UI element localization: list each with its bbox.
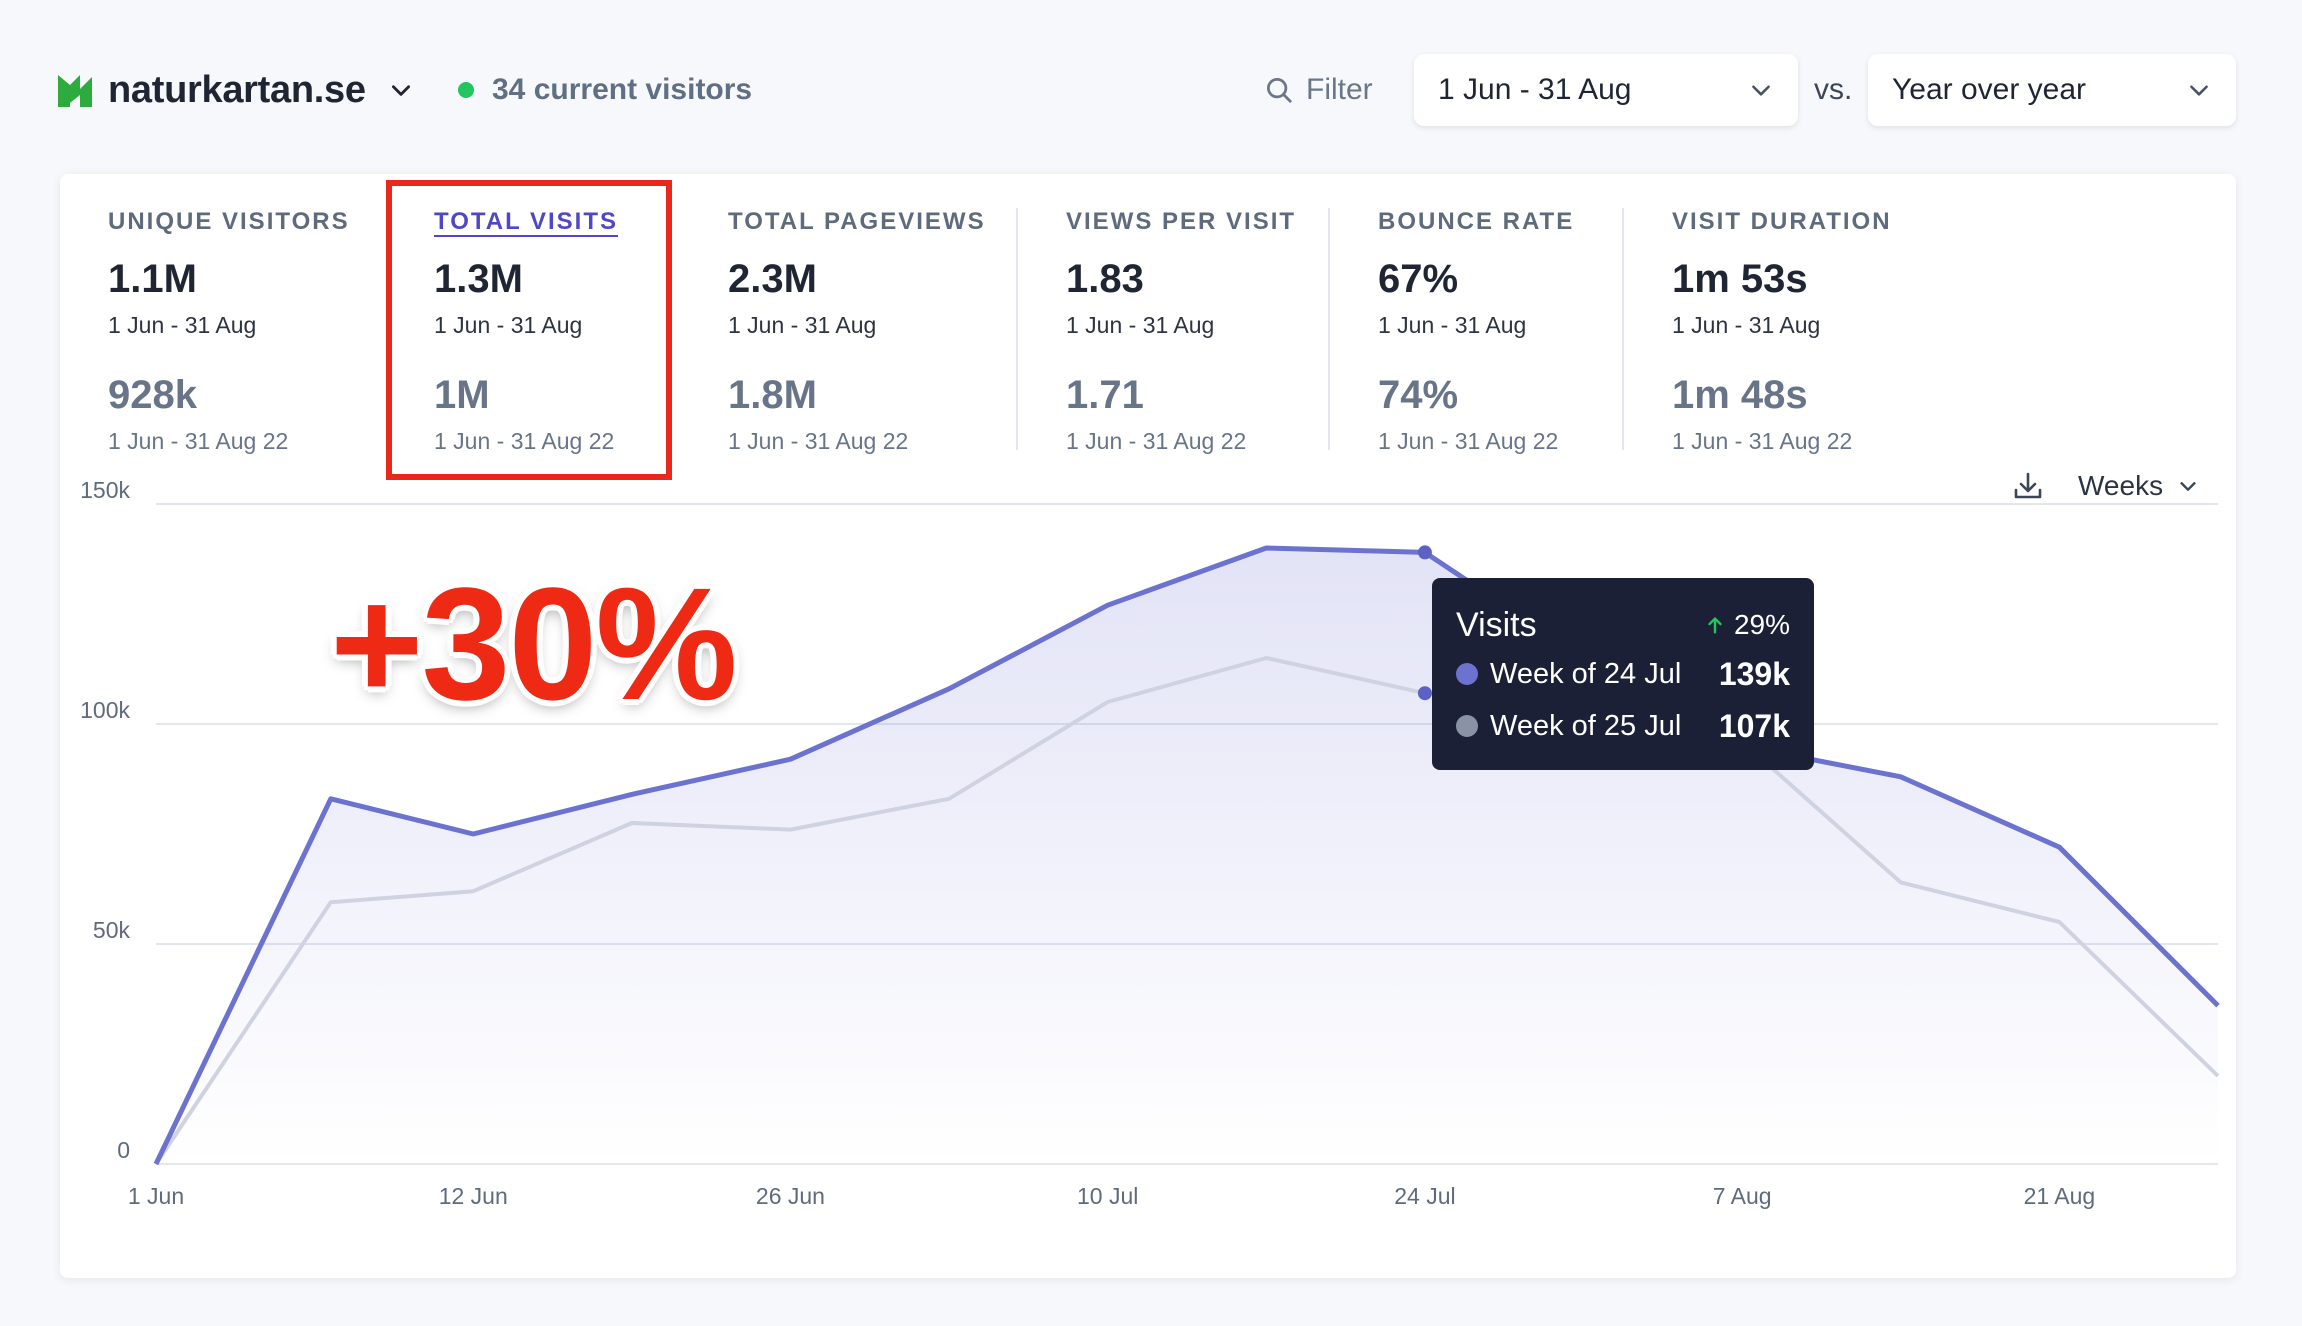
- x-tick-label: 10 Jul: [1077, 1183, 1138, 1209]
- chart-tooltip: Visits 29% Week of 24 Jul 139k Week of 2…: [1432, 578, 1814, 770]
- metric-bounce-rate[interactable]: BOUNCE RATE 67% 1 Jun - 31 Aug 74% 1 Jun…: [1378, 206, 1574, 456]
- search-icon: [1267, 78, 1292, 103]
- metric-compare-value: 928k: [108, 373, 197, 417]
- metric-period: 1 Jun - 31 Aug: [728, 312, 877, 338]
- y-tick-label: 150k: [80, 477, 130, 503]
- x-tick-label: 26 Jun: [756, 1183, 825, 1209]
- metric-value: 1m 53s: [1672, 257, 1808, 301]
- metric-value: 67%: [1378, 257, 1459, 301]
- chevron-down-icon: [2180, 482, 2196, 491]
- metric-label: BOUNCE RATE: [1378, 208, 1575, 235]
- metric-value: 1.3M: [434, 257, 523, 301]
- metric-total-pageviews[interactable]: TOTAL PAGEVIEWS 2.3M 1 Jun - 31 Aug 1.8M…: [728, 206, 986, 456]
- x-tick-label: 21 Aug: [2024, 1183, 2096, 1209]
- filter-button[interactable]: Filter: [1264, 64, 1373, 116]
- tooltip-row-label: Week of 24 Jul: [1490, 657, 1682, 690]
- metric-label: VIEWS PER VISIT: [1066, 208, 1297, 235]
- series-area: [156, 548, 2218, 1164]
- highlight-box: [386, 180, 672, 480]
- metric-label: VISIT DURATION: [1672, 208, 1892, 235]
- current-visitors-label: 34 current visitors: [492, 73, 753, 106]
- metric-value: 1.1M: [108, 257, 197, 301]
- filter-label: Filter: [1306, 73, 1373, 106]
- series-line-previous: [154, 656, 2220, 1166]
- x-tick-label: 7 Aug: [1713, 1183, 1772, 1209]
- metric-value: 2.3M: [728, 257, 817, 301]
- current-period-swatch: [1456, 663, 1478, 685]
- interval-select[interactable]: Weeks: [2012, 462, 2199, 510]
- site-name: naturkartan.se: [108, 68, 366, 111]
- series-line-current: [153, 545, 2220, 1166]
- divider: [1016, 208, 1018, 450]
- comparison-value: Year over year: [1892, 73, 2087, 106]
- metric-period: 1 Jun - 31 Aug: [434, 312, 583, 338]
- divider: [1622, 208, 1624, 450]
- metric-compare-value: 1m 48s: [1672, 373, 1808, 417]
- tooltip-row-value: 139k: [1718, 655, 1790, 692]
- y-tick-label: 0: [117, 1137, 130, 1163]
- visits-chart[interactable]: 0 50k 100k 150k 1 Jun 12 Jun 26 Jun 10 Jul 24 Ju…: [60, 474, 2236, 1274]
- chevron-down-icon: [1752, 85, 1770, 96]
- metric-label: TOTAL PAGEVIEWS: [728, 208, 986, 235]
- metric-period: 1 Jun - 31 Aug: [1066, 312, 1215, 338]
- growth-annotation: +30%: [330, 554, 738, 733]
- current-visitors[interactable]: 34 current visitors: [458, 68, 752, 112]
- arrow-up-icon: [1708, 617, 1722, 634]
- tooltip-row-previous: Week of 25 Jul 107k: [1456, 702, 1790, 750]
- metric-compare-value: 1.71: [1066, 373, 1144, 417]
- metric-compare-value: 1.8M: [728, 373, 817, 417]
- y-tick-label: 100k: [80, 697, 130, 723]
- tooltip-row-current: Week of 24 Jul 139k: [1456, 650, 1790, 698]
- metric-compare-period: 1 Jun - 31 Aug 22: [434, 428, 615, 454]
- metric-label: UNIQUE VISITORS: [108, 208, 350, 235]
- tooltip-change: 29%: [1704, 609, 1790, 641]
- chevron-down-icon: [2190, 85, 2208, 96]
- metric-views-per-visit[interactable]: VIEWS PER VISIT 1.83 1 Jun - 31 Aug 1.71…: [1066, 206, 1296, 456]
- metric-label: TOTAL VISITS: [434, 208, 619, 235]
- site-switcher[interactable]: naturkartan.se: [56, 62, 414, 118]
- x-tick-label: 1 Jun: [128, 1183, 184, 1209]
- previous-period-swatch: [1456, 715, 1478, 737]
- y-tick-label: 50k: [93, 917, 131, 943]
- metric-period: 1 Jun - 31 Aug: [1672, 312, 1821, 338]
- metric-unique-visitors[interactable]: UNIQUE VISITORS 1.1M 1 Jun - 31 Aug 928k…: [108, 206, 350, 456]
- metric-visit-duration[interactable]: VISIT DURATION 1m 53s 1 Jun - 31 Aug 1m …: [1672, 206, 1892, 456]
- data-point-current[interactable]: [1417, 545, 1432, 560]
- vs-label: vs.: [1814, 73, 1853, 106]
- date-range-value: 1 Jun - 31 Aug: [1438, 73, 1632, 106]
- metric-compare-period: 1 Jun - 31 Aug 22: [728, 428, 909, 454]
- data-point-previous[interactable]: [1417, 686, 1432, 701]
- tooltip-row-label: Week of 25 Jul: [1490, 709, 1682, 742]
- divider: [1328, 208, 1330, 450]
- metric-value: 1.83: [1066, 257, 1144, 301]
- top-bar: naturkartan.se 34 current visitors Filte…: [0, 0, 2302, 180]
- x-tick-label: 24 Jul: [1394, 1183, 1455, 1209]
- metric-compare-period: 1 Jun - 31 Aug 22: [108, 428, 289, 454]
- download-icon[interactable]: [2012, 470, 2044, 502]
- chevron-down-icon: [391, 85, 410, 96]
- metric-period: 1 Jun - 31 Aug: [108, 312, 257, 338]
- date-range-select[interactable]: 1 Jun - 31 Aug: [1414, 54, 1798, 126]
- tooltip-change-value: 29%: [1733, 609, 1790, 640]
- metric-compare-period: 1 Jun - 31 Aug 22: [1672, 428, 1853, 454]
- comparison-select[interactable]: Year over year: [1868, 54, 2236, 126]
- metric-compare-value: 1M: [434, 373, 490, 417]
- metric-compare-period: 1 Jun - 31 Aug 22: [1378, 428, 1559, 454]
- stats-card: UNIQUE VISITORS 1.1M 1 Jun - 31 Aug 928k…: [60, 174, 2236, 1278]
- live-dot: [458, 82, 474, 98]
- metric-compare-period: 1 Jun - 31 Aug 22: [1066, 428, 1247, 454]
- tooltip-row-value: 107k: [1718, 707, 1790, 744]
- metric-total-visits[interactable]: TOTAL VISITS 1.3M 1 Jun - 31 Aug 1M 1 Ju…: [434, 206, 618, 456]
- logo-icon: [58, 75, 92, 107]
- tooltip-title: Visits: [1456, 605, 1537, 644]
- x-tick-label: 12 Jun: [439, 1183, 508, 1209]
- metric-compare-value: 74%: [1378, 373, 1459, 417]
- interval-label: Weeks: [2078, 470, 2164, 501]
- metric-period: 1 Jun - 31 Aug: [1378, 312, 1527, 338]
